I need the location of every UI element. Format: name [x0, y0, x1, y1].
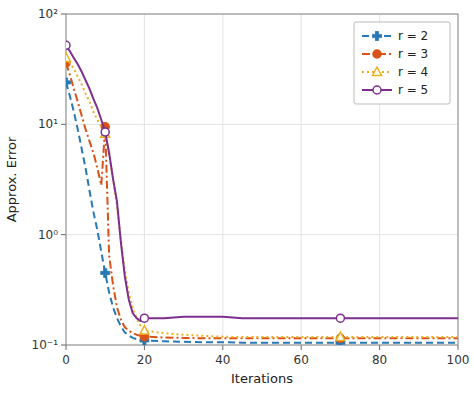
legend-label: r = 2	[398, 29, 428, 43]
series-marker	[66, 41, 70, 49]
legend: r = 2 r = 3 r = 4 r = 5	[354, 22, 450, 104]
legend-label: r = 4	[398, 65, 428, 79]
series-marker	[101, 129, 110, 138]
series-marker	[101, 128, 109, 136]
x-tick	[379, 345, 380, 350]
background	[0, 0, 474, 395]
x-grid-line	[144, 14, 145, 345]
x-tick	[222, 345, 223, 350]
y-tick	[61, 14, 66, 15]
series	[66, 78, 458, 345]
x-grid-line	[301, 14, 302, 345]
plot-frame	[66, 14, 458, 345]
y-axis-label: Approx. Error	[4, 136, 19, 222]
y-tick-label: 10⁻¹	[32, 338, 59, 352]
series-marker	[140, 314, 148, 322]
legend-label: r = 5	[398, 83, 428, 97]
x-tick	[144, 345, 145, 350]
series-marker	[101, 268, 110, 277]
legend-marker	[373, 50, 381, 58]
legend-marker	[373, 86, 381, 94]
series-line	[66, 45, 458, 321]
series-marker	[336, 332, 345, 341]
y-tick	[61, 345, 66, 346]
legend-marker	[373, 67, 382, 76]
series-marker	[336, 314, 344, 322]
chart: 0 20 40 60 80 100 10⁻¹ 10⁰ 10¹ 10² Iterations Appro…	[0, 0, 474, 395]
x-tick-label: 0	[62, 353, 70, 367]
y-tick	[61, 234, 66, 235]
x-tick-label: 60	[294, 353, 309, 367]
x-axis-label: Iterations	[231, 371, 293, 386]
series-marker	[66, 53, 71, 62]
legend-label: r = 3	[398, 47, 428, 61]
y-grid-line	[66, 124, 458, 125]
y-grid-line	[66, 234, 458, 235]
legend-box	[354, 22, 450, 104]
x-tick-label: 40	[215, 353, 230, 367]
series	[66, 53, 458, 341]
x-tick-label: 100	[447, 353, 470, 367]
grid	[66, 14, 458, 345]
x-tick	[301, 345, 302, 350]
series-marker	[140, 326, 149, 335]
plot-area	[66, 41, 458, 345]
legend-marker	[373, 32, 382, 41]
y-tick-label: 10¹	[38, 117, 58, 131]
series-line	[66, 82, 458, 342]
series	[66, 41, 458, 322]
x-tick-label: 80	[372, 353, 387, 367]
series-marker	[66, 78, 71, 87]
x-grid-line	[222, 14, 223, 345]
y-tick	[61, 124, 66, 125]
x-tick	[66, 345, 67, 350]
y-tick-label: 10²	[38, 7, 58, 21]
y-tick-label: 10⁰	[38, 228, 58, 242]
x-tick	[458, 345, 459, 350]
axes: 0 20 40 60 80 100 10⁻¹ 10⁰ 10¹ 10²	[32, 7, 470, 367]
x-tick-label: 20	[137, 353, 152, 367]
